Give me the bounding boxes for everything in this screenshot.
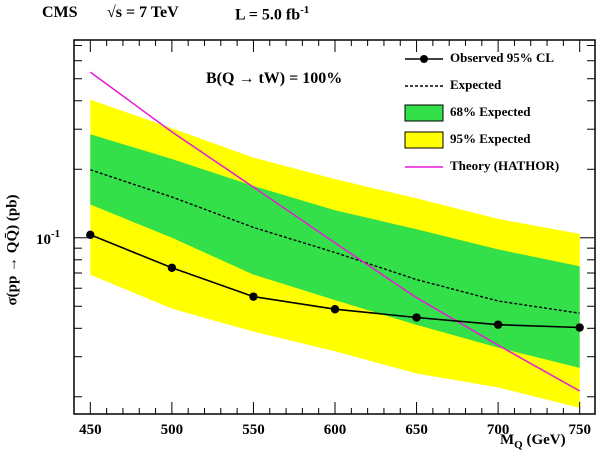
legend-item-95: 95% Expected [403, 129, 593, 151]
x-tick-label: 600 [324, 422, 347, 438]
y-axis-title: σ(pp → QQ̄) (pb) [4, 194, 21, 306]
observed-point-600 [330, 305, 340, 314]
observed-point-500 [167, 263, 177, 272]
x-axis-label: MQ (GeV) [500, 432, 566, 451]
experiment-label: CMS [42, 4, 78, 21]
expected-bands [90, 99, 580, 408]
theory-line [89, 71, 581, 392]
legend-item-observed: Observed 95% CL [403, 48, 593, 70]
y-tick-label-exponent: -1 [51, 228, 60, 240]
legend-label-observed: Observed 95% CL [450, 50, 554, 65]
x-tick-label: 450 [79, 422, 102, 438]
observed-point-700 [493, 320, 503, 329]
legend-item-expected: Expected [403, 75, 593, 97]
observed-point-650 [412, 313, 421, 322]
x-axis-unit: (GeV) [522, 432, 566, 448]
lumi-label: L = 5.0 fb-1 [235, 4, 309, 24]
y-axis-label: σ(pp → QQ̄) (pb) [3, 170, 23, 330]
x-axis-title: M [500, 432, 515, 448]
legend-label-theory: Theory (HATHOR) [450, 158, 560, 173]
legend-symbol-68 [404, 104, 444, 122]
legend-label-68: 68% Expected [450, 104, 531, 119]
expected-line [90, 169, 580, 314]
y-tick-label: 10-1 [36, 228, 60, 248]
x-tick-label: 550 [242, 422, 265, 438]
energy-label: √s = 7 TeV [107, 4, 179, 21]
legend-label-95: 95% Expected [450, 131, 531, 146]
legend-symbol-expected [405, 85, 443, 87]
legend-label-expected: Expected [450, 77, 502, 92]
observed-points [86, 230, 584, 332]
legend-item-theory: Theory (HATHOR) [403, 156, 593, 178]
legend-symbol-theory [405, 166, 443, 168]
band-68-expected [90, 134, 580, 368]
legend-item-68: 68% Expected [403, 102, 593, 124]
observed-point-550 [249, 292, 258, 301]
legend-symbol-95 [404, 131, 444, 149]
legend-symbol-observed [405, 55, 443, 63]
observed-point-750 [575, 323, 584, 332]
x-tick-label: 650 [405, 422, 428, 438]
lumi-exponent: -1 [300, 4, 310, 16]
x-tick-label: 500 [161, 422, 184, 438]
x-axis-subscript: Q [514, 439, 523, 451]
observed-point-450 [86, 230, 95, 240]
branching-annotation: B(Q → tW) = 100% [206, 70, 343, 87]
x-tick-label: 700 [487, 422, 510, 438]
x-tick-label: 750 [568, 422, 591, 438]
lumi-text: L = 5.0 fb [235, 6, 301, 24]
